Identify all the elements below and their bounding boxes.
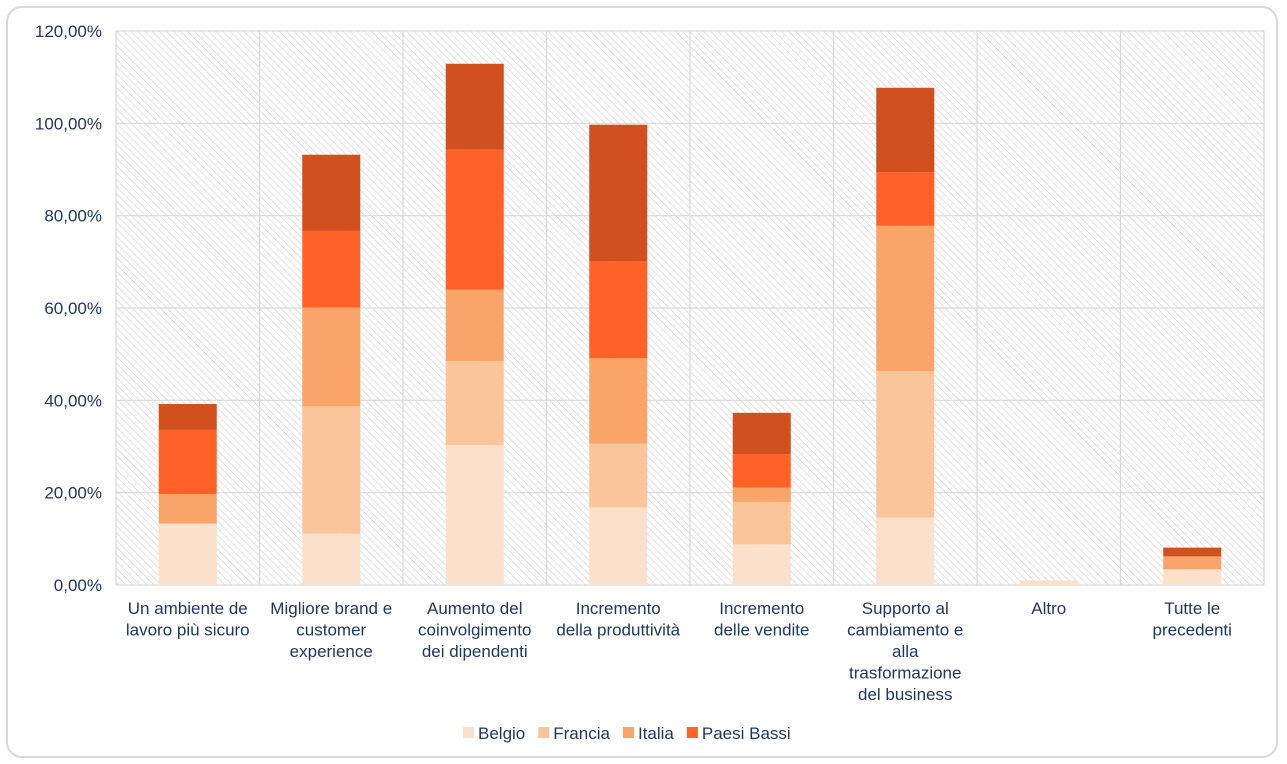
x-category-label: Incremento della produttività: [556, 599, 680, 640]
x-category-label: Altro: [1031, 599, 1066, 618]
bar-segment: [302, 307, 361, 407]
y-axis-tick-labels: 0,00% 20,00% 40,00% 60,00% 80,00% 100,00% 120,…: [35, 22, 102, 595]
bar-segment: [445, 149, 504, 290]
legend-label: Francia: [553, 724, 610, 743]
bars: [158, 63, 1222, 585]
bar-segment: [158, 494, 217, 524]
bar-segment: [876, 371, 935, 518]
x-category-label: Tutte le precedenti: [1153, 599, 1232, 640]
bar-segment: [732, 454, 791, 488]
y-tick-label: 0,00%: [54, 576, 102, 595]
y-tick-label: 100,00%: [35, 114, 102, 133]
legend-swatch: [538, 727, 550, 738]
bar-segment: [302, 406, 361, 534]
x-category-label: Migliore brand e customer experience: [270, 599, 392, 661]
legend-label: Belgio: [478, 724, 525, 743]
x-axis-category-labels: Un ambiente de lavoro più sicuro Migliore …: [126, 599, 1232, 704]
bar-segment: [158, 429, 217, 495]
y-tick-label: 120,00%: [35, 22, 102, 41]
x-category-label: Supporto al cambiamento e alla trasformazio…: [847, 599, 963, 704]
bar-segment: [1163, 556, 1222, 570]
y-tick-label: 20,00%: [44, 484, 102, 503]
bar-segment: [1163, 569, 1222, 585]
bar-segment: [732, 501, 791, 545]
bar-segment: [1163, 547, 1222, 557]
bar-segment: [302, 533, 361, 585]
bar-segment: [445, 361, 504, 446]
bar-segment: [302, 154, 361, 231]
x-category-label: Un ambiente de lavoro più sicuro: [126, 599, 250, 640]
legend-swatch: [622, 727, 634, 738]
bar-segment: [732, 412, 791, 455]
bar-segment: [589, 507, 648, 585]
bar-segment: [589, 124, 648, 262]
bar-segment: [589, 358, 648, 444]
bar-segment: [1019, 580, 1078, 585]
legend-swatch: [463, 727, 474, 738]
bar-segment: [445, 63, 504, 150]
legend-label: Italia: [638, 724, 674, 743]
x-category-label: Incremento delle vendite: [714, 599, 809, 640]
legend-label: Paesi Bassi: [702, 724, 791, 743]
bar-segment: [158, 404, 217, 430]
legend: Belgio Francia Italia Paesi Bassi: [463, 724, 791, 743]
bar-segment: [445, 445, 504, 585]
bar-segment: [445, 289, 504, 362]
y-tick-label: 80,00%: [44, 207, 102, 226]
x-category-label: Aumento del coinvolgimento dei dipendenti: [418, 599, 531, 661]
bar-segment: [876, 172, 935, 226]
bar-segment: [876, 87, 935, 173]
bar-segment: [158, 523, 217, 585]
gridlines: [115, 30, 1265, 586]
bar-segment: [302, 230, 361, 308]
y-tick-label: 40,00%: [44, 391, 102, 410]
bar-segment: [732, 544, 791, 585]
bar-segment: [732, 487, 791, 502]
bar-segment: [876, 517, 935, 585]
y-tick-label: 60,00%: [44, 299, 102, 318]
bar-segment: [589, 443, 648, 508]
bar-segment: [589, 261, 648, 359]
legend-swatch: [686, 727, 698, 738]
bar-segment: [876, 225, 935, 372]
